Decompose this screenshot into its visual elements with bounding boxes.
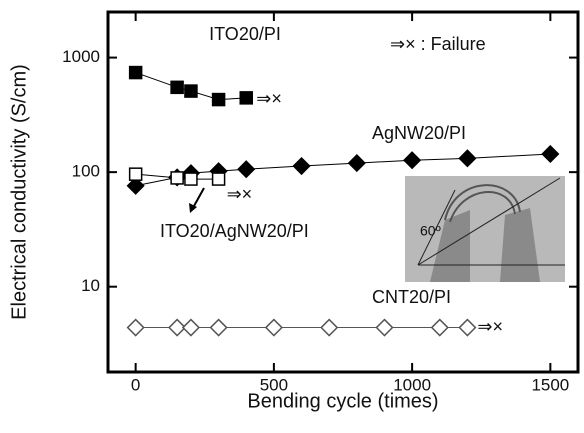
marker xyxy=(320,318,339,337)
marker xyxy=(168,318,187,337)
marker xyxy=(170,171,184,185)
failure-mark: ⇒× xyxy=(477,316,503,336)
x-tick-label: 1000 xyxy=(393,375,431,394)
x-tick-label: 0 xyxy=(131,375,140,394)
marker xyxy=(375,318,394,337)
failure-mark: ⇒× xyxy=(256,89,282,109)
inset-photo: 60º xyxy=(405,176,565,282)
marker xyxy=(184,172,198,186)
marker xyxy=(126,176,145,195)
marker xyxy=(403,151,422,170)
x-tick-label: 500 xyxy=(260,375,288,394)
marker xyxy=(541,144,560,164)
series-label: ITO20/AgNW20/PI xyxy=(160,221,309,241)
marker xyxy=(237,160,256,179)
marker xyxy=(128,65,143,80)
x-tick-label: 1500 xyxy=(531,375,569,394)
marker xyxy=(170,80,184,95)
y-tick-label: 100 xyxy=(72,162,100,181)
marker xyxy=(264,318,283,337)
y-tick-label: 1000 xyxy=(62,47,100,66)
marker xyxy=(347,154,366,173)
marker xyxy=(292,156,311,176)
failure-mark: ⇒× xyxy=(227,184,253,204)
marker xyxy=(181,318,201,337)
y-axis-label: Electrical conductivity (S/cm) xyxy=(8,64,30,320)
series-label: AgNW20/PI xyxy=(372,123,466,143)
x-axis-label: Bending cycle (times) xyxy=(247,390,438,412)
marker xyxy=(126,318,145,337)
series-label: CNT20/PI xyxy=(372,287,451,307)
inset-label: 60º xyxy=(420,223,441,239)
marker xyxy=(128,167,143,181)
y-tick-label: 10 xyxy=(81,276,100,295)
marker xyxy=(458,149,477,168)
marker xyxy=(430,318,449,337)
marker xyxy=(239,91,253,105)
failure-legend: ⇒× : Failure xyxy=(390,34,486,54)
series-line xyxy=(135,173,219,180)
marker xyxy=(211,92,226,107)
plot-frame xyxy=(106,10,580,374)
marker xyxy=(211,172,226,186)
marker xyxy=(458,318,477,337)
marker xyxy=(184,84,198,98)
marker xyxy=(209,318,228,337)
series-label: ITO20/PI xyxy=(209,24,281,44)
annotation-arrow xyxy=(189,187,205,213)
